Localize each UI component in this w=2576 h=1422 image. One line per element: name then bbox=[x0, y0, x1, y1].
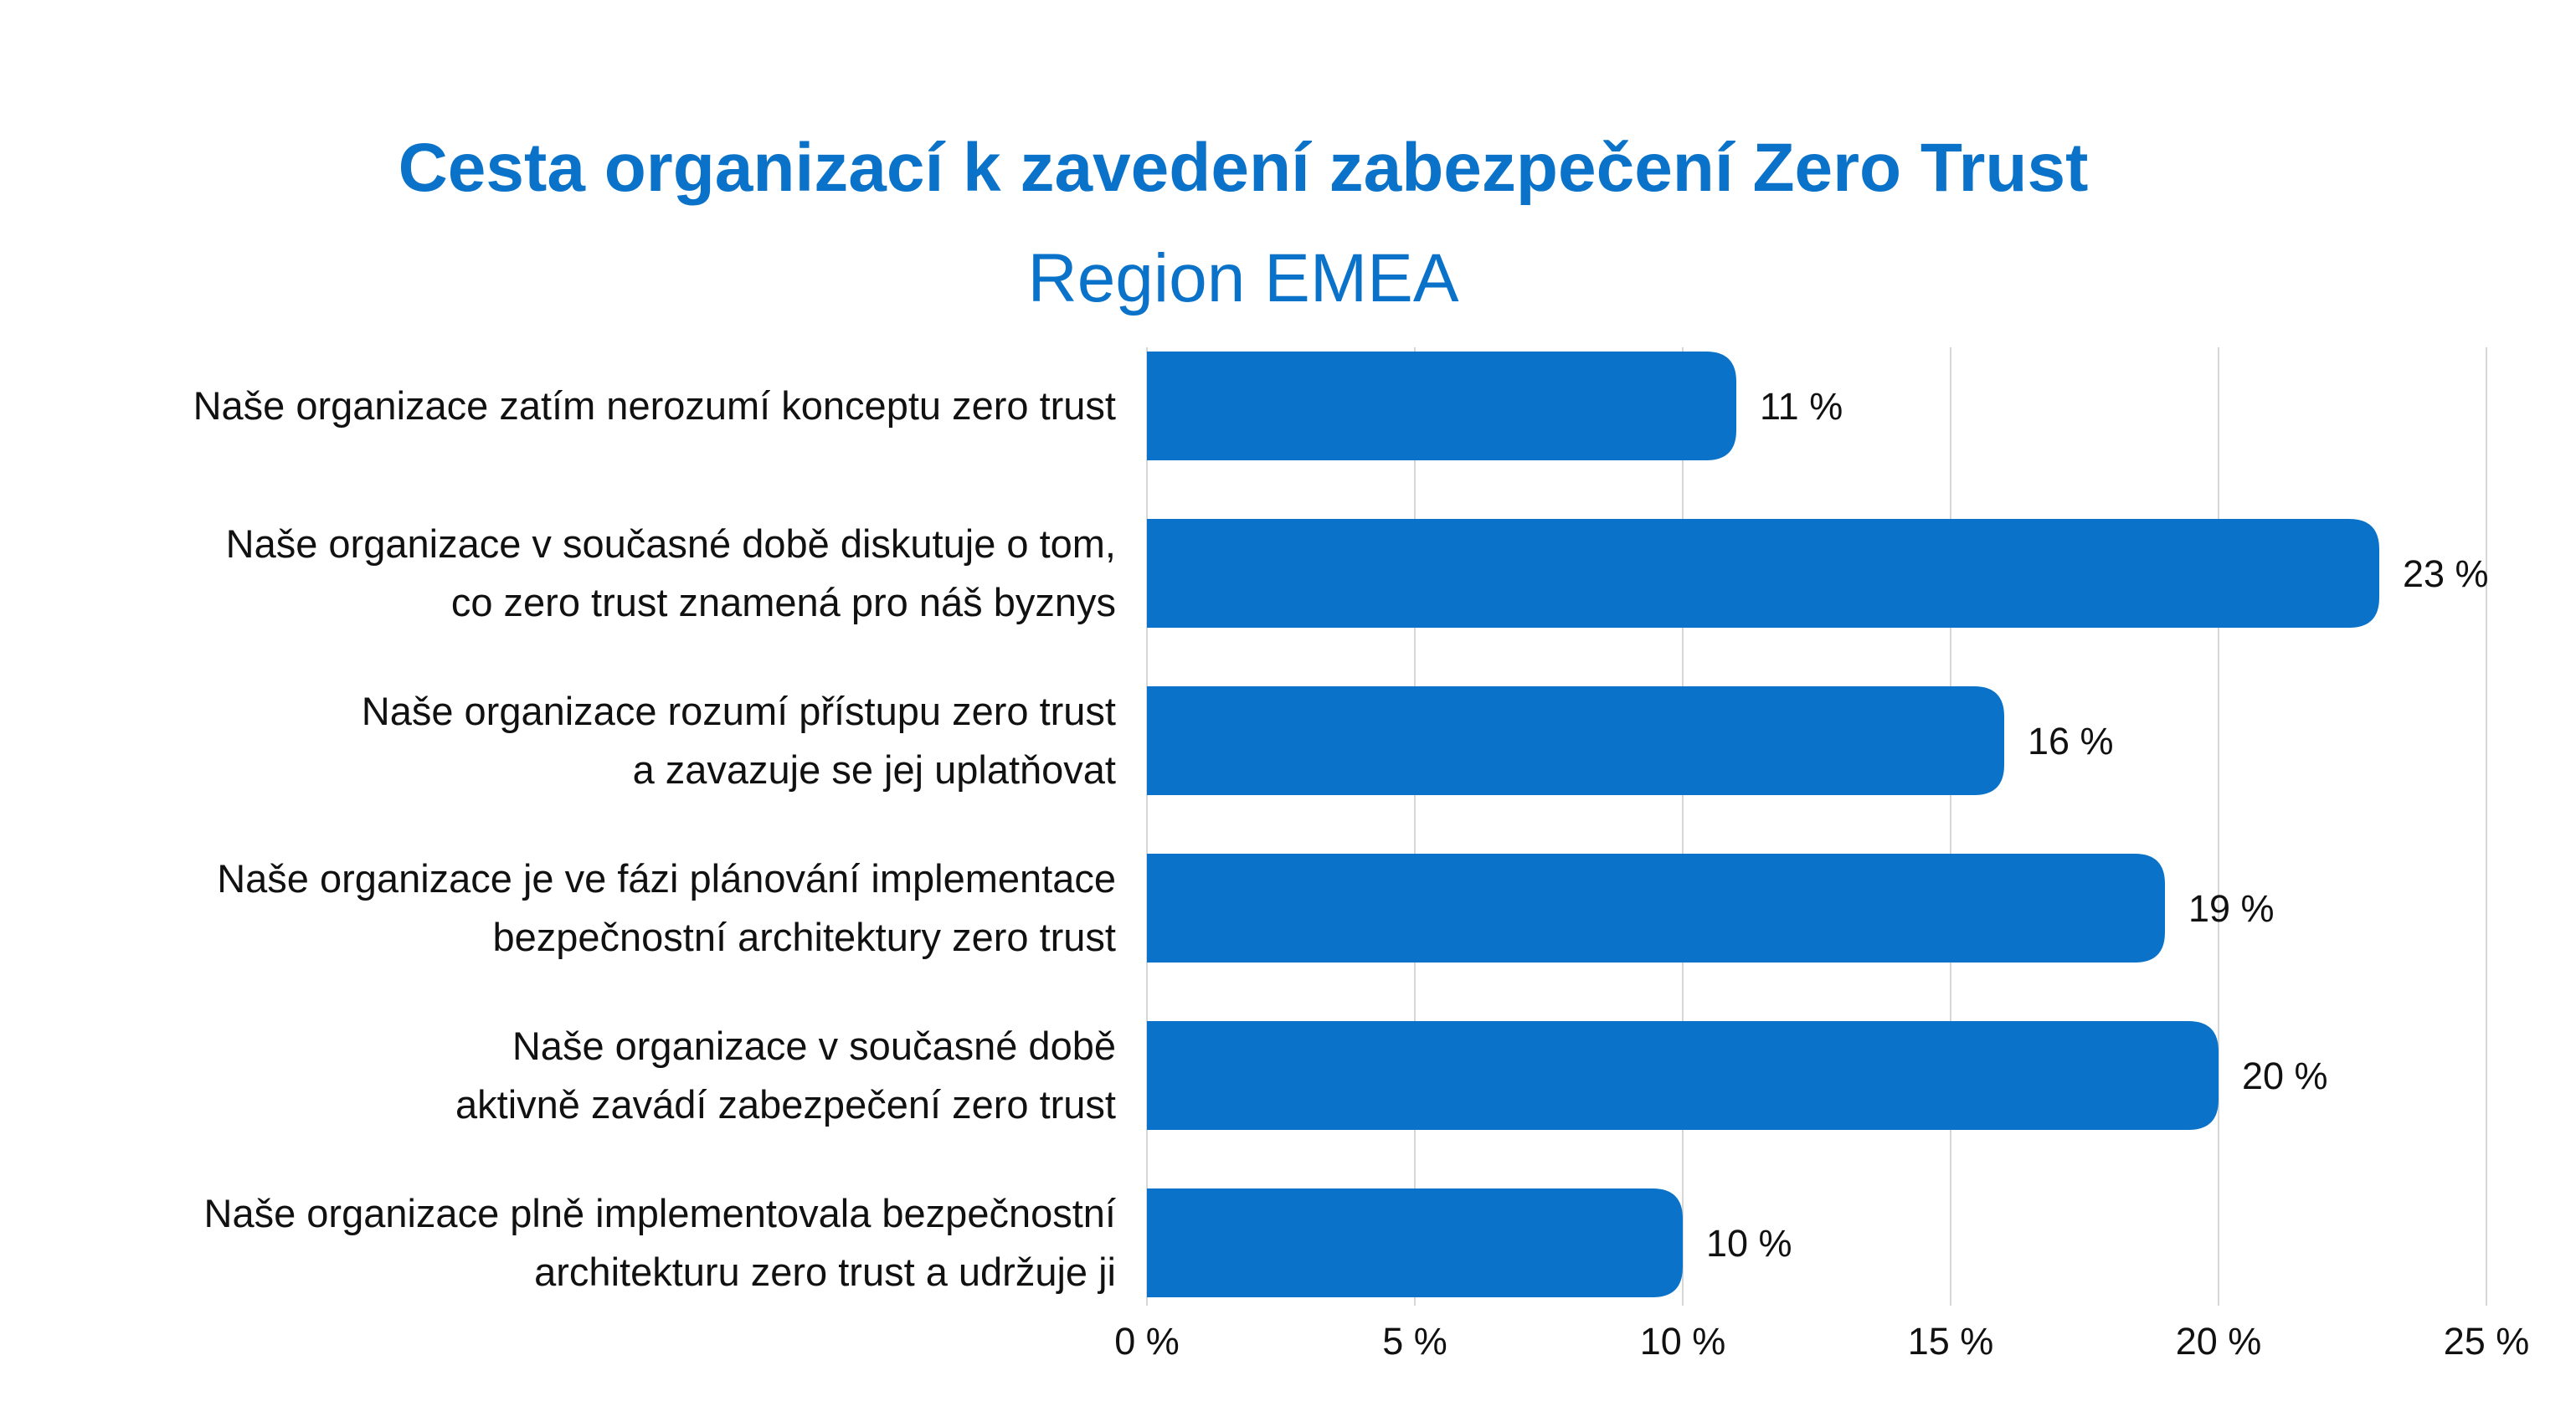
x-tick-label: 20 % bbox=[2176, 1320, 2262, 1363]
x-tick-label: 5 % bbox=[1382, 1320, 1447, 1363]
category-label: aktivně zavádí zabezpečení zero trust bbox=[455, 1082, 1116, 1127]
x-tick-label: 0 % bbox=[1114, 1320, 1180, 1363]
x-tick-label: 15 % bbox=[1908, 1320, 1994, 1363]
x-tick-label: 10 % bbox=[1640, 1320, 1726, 1363]
category-label: co zero trust znamená pro náš byznys bbox=[451, 580, 1116, 624]
category-label: bezpečnostní architektury zero trust bbox=[492, 915, 1116, 959]
bar-value-label: 10 % bbox=[1706, 1222, 1792, 1265]
category-label: Naše organizace je ve fázi plánování imp… bbox=[217, 856, 1116, 901]
bar bbox=[1147, 352, 1736, 460]
category-label: Naše organizace rozumí přístupu zero tru… bbox=[362, 689, 1116, 733]
labels: 0 % 5 % 10 % 15 % 20 % 25 % 11 % Naše organizac… bbox=[193, 383, 2530, 1363]
category-label: a zavazuje se jej uplatňovat bbox=[633, 747, 1116, 792]
bar bbox=[1147, 1021, 2219, 1130]
bars bbox=[1147, 352, 2379, 1297]
bar-value-label: 11 % bbox=[1760, 385, 1843, 428]
category-label: architekturu zero trust a udržuje ji bbox=[534, 1250, 1116, 1294]
bar-value-label: 16 % bbox=[2028, 720, 2114, 762]
bar bbox=[1147, 854, 2165, 963]
chart-title: Cesta organizací k zavedení zabezpečení … bbox=[398, 130, 2089, 206]
bar-value-label: 19 % bbox=[2188, 887, 2275, 930]
bar-value-label: 23 % bbox=[2403, 552, 2489, 595]
x-tick-label: 25 % bbox=[2444, 1320, 2530, 1363]
grid-lines bbox=[1146, 347, 2487, 1306]
category-label: Naše organizace v současné době bbox=[512, 1024, 1116, 1068]
category-label: Naše organizace plně implementovala bezp… bbox=[204, 1191, 1117, 1235]
bar-value-label: 20 % bbox=[2242, 1055, 2328, 1097]
chart-subtitle: Region EMEA bbox=[1027, 240, 1459, 316]
category-label: Naše organizace v současné době diskutuj… bbox=[226, 521, 1116, 566]
bar bbox=[1147, 686, 2004, 795]
bar bbox=[1147, 519, 2379, 628]
bar bbox=[1147, 1188, 1683, 1297]
category-label: Naše organizace zatím nerozumí konceptu … bbox=[193, 383, 1116, 428]
